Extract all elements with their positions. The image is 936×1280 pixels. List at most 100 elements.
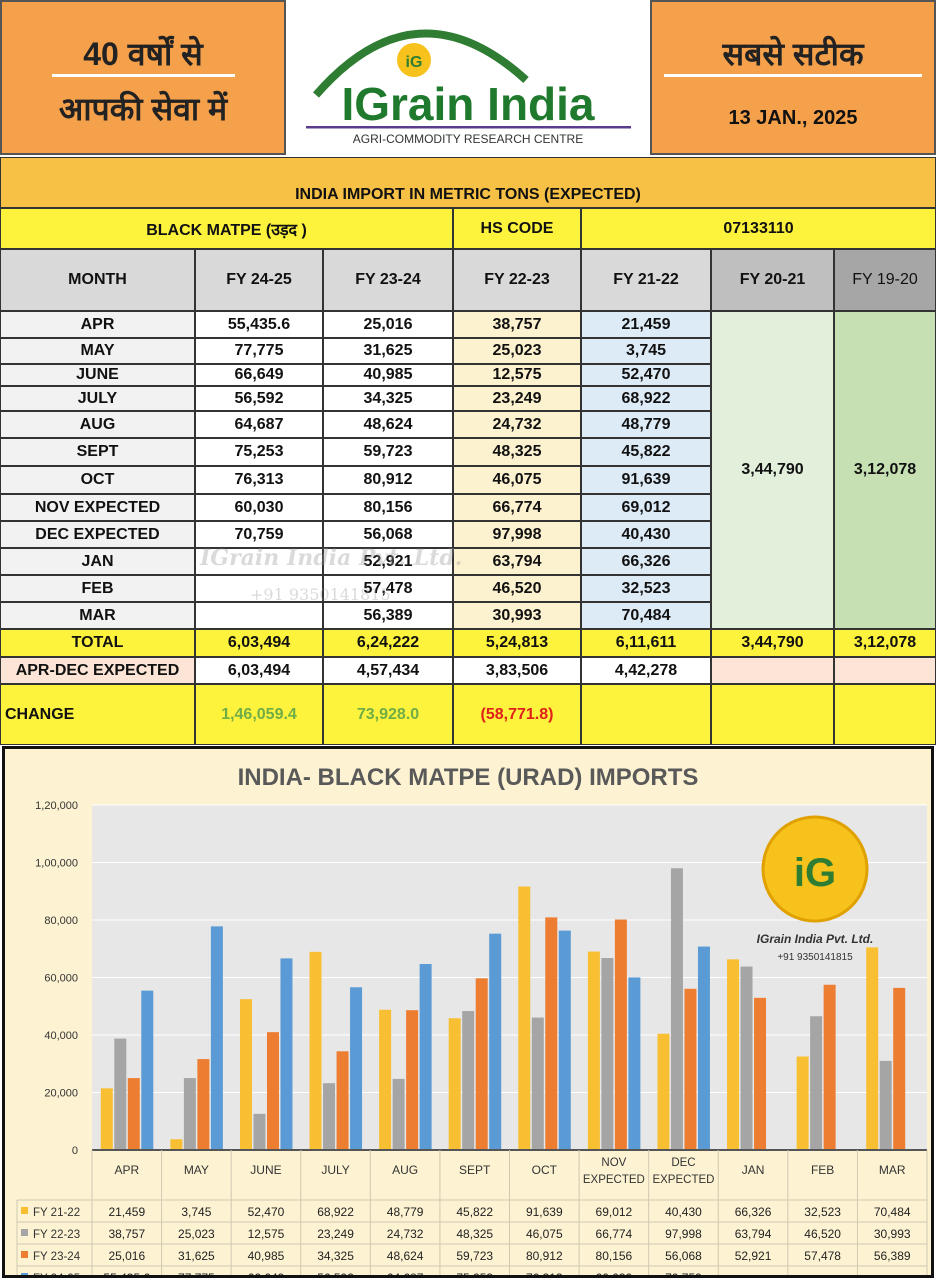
- table-cell: 23,249: [453, 386, 581, 411]
- y-tick-label: 20,000: [44, 1088, 78, 1100]
- data-label: 68,922: [317, 1205, 354, 1219]
- month-label: FEB: [0, 575, 195, 602]
- table-cell: 38,757: [453, 311, 581, 338]
- header-right-panel: सबसे सटीक 13 JAN., 2025: [650, 0, 936, 155]
- data-label: 32,523: [804, 1205, 841, 1219]
- data-label: 66,326: [735, 1205, 772, 1219]
- divider: [664, 74, 922, 77]
- x-tick-label: MAY: [184, 1163, 209, 1177]
- table-cell: 52,470: [581, 364, 711, 386]
- bar-fy24-25-2: [280, 958, 293, 1150]
- bar-fy24-25-8: [697, 946, 710, 1150]
- data-label: 56,389: [874, 1249, 911, 1263]
- logo-badge-text: iG: [794, 851, 836, 895]
- month-label: APR: [0, 311, 195, 338]
- column-header: MONTH: [0, 249, 195, 311]
- column-header: FY 23-24: [323, 249, 453, 311]
- aprdec-row-cell: APR-DEC EXPECTED: [0, 657, 195, 684]
- table-cell: 56,592: [195, 386, 323, 411]
- bar-fy21-22-7: [587, 951, 600, 1150]
- legend-label: FY 24-25: [33, 1273, 80, 1275]
- table-cell: 52,921: [323, 548, 453, 575]
- change-row-cell: (58,771.8): [453, 684, 581, 745]
- bar-fy22-23-11: [879, 1060, 892, 1150]
- bar-fy23-24-11: [893, 987, 906, 1150]
- bar-fy21-22-8: [657, 1033, 670, 1150]
- fy1920-annual-value: 3,12,078: [834, 311, 936, 629]
- table-cell: 57,478: [323, 575, 453, 602]
- total-row-cell: 6,03,494: [195, 629, 323, 657]
- table-cell: 75,253: [195, 438, 323, 466]
- data-label: 66,649: [248, 1271, 285, 1275]
- data-label: 30,993: [874, 1227, 911, 1241]
- chart-title: INDIA- BLACK MATPE (URAD) IMPORTS: [238, 764, 699, 791]
- legend-swatch: [21, 1207, 28, 1214]
- chart-watermark-phone: +91 9350141815: [777, 952, 853, 963]
- bar-fy22-23-9: [740, 966, 753, 1150]
- table-cell: 66,326: [581, 548, 711, 575]
- legend-label: FY 22-23: [33, 1229, 80, 1241]
- data-label: 70,484: [874, 1205, 911, 1219]
- table-cell: 59,723: [323, 438, 453, 466]
- hs-code-label: HS CODE: [453, 208, 581, 249]
- bar-fy21-22-3: [309, 951, 322, 1150]
- bar-fy24-25-3: [350, 987, 363, 1150]
- table-cell: 63,794: [453, 548, 581, 575]
- bar-fy21-22-4: [379, 1009, 392, 1150]
- x-tick-label: AUG: [392, 1163, 418, 1177]
- bar-fy21-22-10: [796, 1056, 809, 1150]
- legend-label: FY 23-24: [33, 1251, 81, 1263]
- column-header: FY 22-23: [453, 249, 581, 311]
- bar-fy24-25-0: [141, 990, 154, 1150]
- bar-fy22-23-10: [810, 1016, 823, 1150]
- table-cell: 56,389: [323, 602, 453, 629]
- table-cell: 80,912: [323, 466, 453, 494]
- bar-fy23-24-0: [127, 1078, 140, 1150]
- legend-swatch: [21, 1273, 28, 1280]
- data-label: 57,478: [804, 1249, 841, 1263]
- chart: INDIA- BLACK MATPE (URAD) IMPORTS 0 20,000…: [2, 746, 934, 1280]
- table-cell: [195, 548, 323, 575]
- month-label: MAY: [0, 338, 195, 364]
- aprdec-row-cell: 4,42,278: [581, 657, 711, 684]
- bar-fy23-24-10: [823, 984, 836, 1150]
- table-cell: 70,484: [581, 602, 711, 629]
- table-cell: 55,435.6: [195, 311, 323, 338]
- bar-fy23-24-3: [336, 1051, 349, 1150]
- column-header: FY 21-22: [581, 249, 711, 311]
- y-tick-label: 80,000: [44, 915, 78, 927]
- data-label: 21,459: [108, 1205, 145, 1219]
- tagline-service: आपकी सेवा में: [58, 91, 228, 127]
- table-cell: 25,023: [453, 338, 581, 364]
- x-tick-label: SEPT: [459, 1163, 491, 1177]
- bar-fy21-22-2: [239, 999, 252, 1150]
- table-cell: [195, 575, 323, 602]
- data-label: 48,325: [456, 1227, 493, 1241]
- table-cell: 46,075: [453, 466, 581, 494]
- change-row-cell: [834, 684, 936, 745]
- x-tick-label: EXPECTED: [652, 1174, 714, 1186]
- month-label: DEC EXPECTED: [0, 521, 195, 548]
- change-row-cell: [581, 684, 711, 745]
- bar-fy23-24-8: [684, 988, 697, 1150]
- data-label: 52,470: [248, 1205, 285, 1219]
- svg-text:IGrain India: IGrain India: [341, 78, 594, 130]
- hs-code-value: 07133110: [581, 208, 936, 249]
- bar-fy23-24-6: [545, 917, 558, 1150]
- month-label: NOV EXPECTED: [0, 494, 195, 521]
- aprdec-row-cell: [711, 657, 834, 684]
- aprdec-row-cell: 6,03,494: [195, 657, 323, 684]
- table-cell: 48,779: [581, 411, 711, 438]
- month-label: JAN: [0, 548, 195, 575]
- table-title: INDIA IMPORT IN METRIC TONS (EXPECTED): [0, 157, 936, 208]
- bar-fy22-23-0: [114, 1038, 127, 1150]
- table-cell: 70,759: [195, 521, 323, 548]
- change-row-cell: CHANGE: [0, 684, 195, 745]
- bar-fy22-23-7: [601, 958, 614, 1150]
- y-tick-label: 40,000: [44, 1030, 78, 1042]
- data-label: 64,687: [387, 1271, 424, 1275]
- bar-fy23-24-2: [266, 1032, 279, 1150]
- table-cell: 21,459: [581, 311, 711, 338]
- month-label: JULY: [0, 386, 195, 411]
- bar-fy24-25-4: [419, 964, 432, 1150]
